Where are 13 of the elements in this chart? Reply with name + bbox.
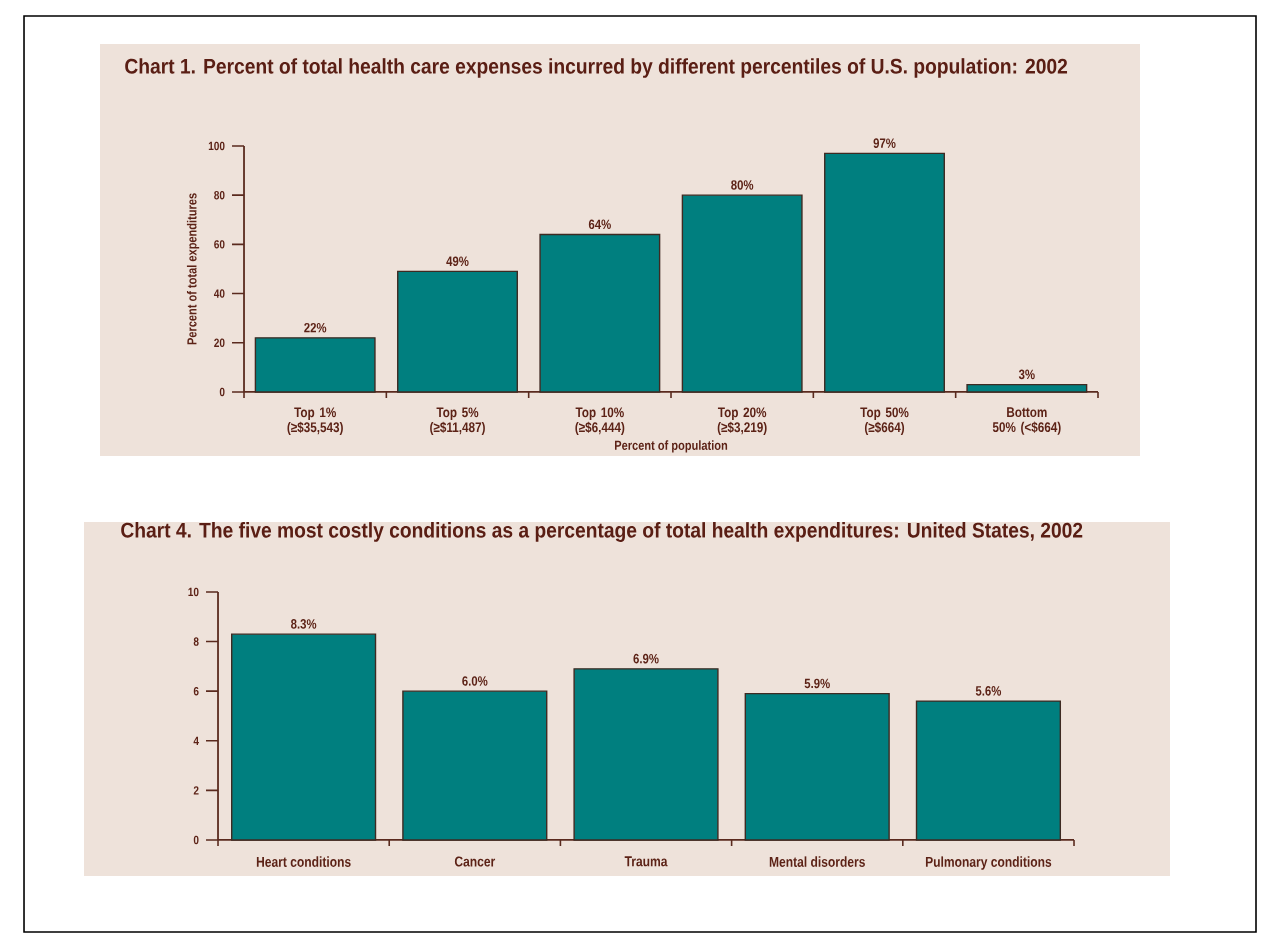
bar: [681, 194, 803, 393]
bar: [402, 690, 548, 841]
bar: [573, 668, 719, 841]
bar: [744, 692, 890, 841]
chart-title: Chart 1. Percent of total health care expenses incurred by different percentiles of U.S. population: 2002: [125, 58, 1068, 78]
bar: [915, 700, 1062, 841]
bar: [539, 233, 661, 393]
bar: [966, 383, 1088, 393]
bar: [824, 152, 945, 393]
bar: [397, 270, 518, 393]
chart-title: Chart 4. The five most costly conditions as a percentage of total health expenditures: United States, 2002: [121, 522, 1083, 542]
bar: [231, 633, 377, 841]
bar: [254, 337, 376, 393]
